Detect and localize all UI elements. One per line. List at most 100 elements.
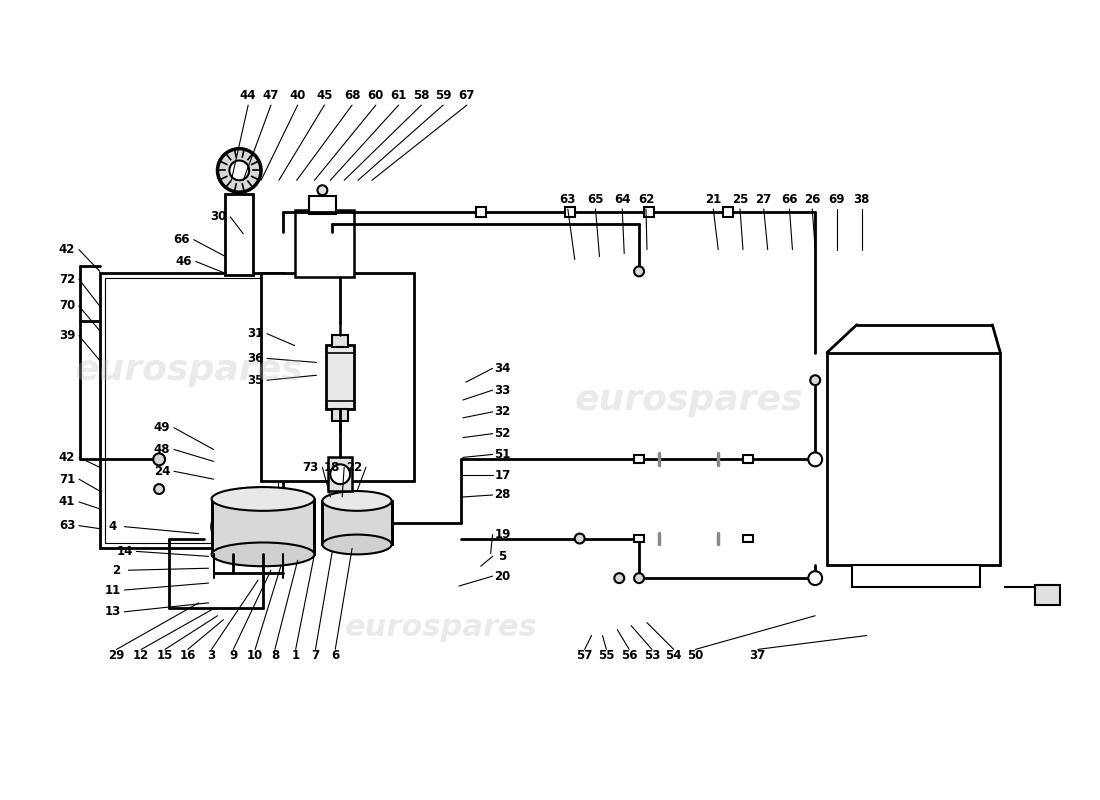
Bar — [723, 207, 733, 217]
Text: 32: 32 — [494, 406, 510, 418]
Text: 29: 29 — [109, 649, 124, 662]
Text: 15: 15 — [157, 649, 173, 662]
Text: 27: 27 — [756, 193, 772, 206]
Text: 34: 34 — [494, 362, 510, 375]
Text: 42: 42 — [59, 451, 75, 464]
Text: 7: 7 — [311, 649, 319, 662]
Text: 57: 57 — [576, 649, 593, 662]
Text: 47: 47 — [263, 89, 279, 102]
Circle shape — [230, 161, 250, 180]
Bar — [332, 409, 348, 421]
Text: 13: 13 — [104, 606, 121, 618]
Text: 42: 42 — [59, 243, 75, 256]
Text: 2: 2 — [112, 564, 121, 577]
Text: 41: 41 — [59, 495, 75, 509]
Text: 52: 52 — [494, 427, 510, 440]
Text: 56: 56 — [620, 649, 637, 662]
Circle shape — [614, 573, 624, 583]
Text: 33: 33 — [494, 384, 510, 397]
Text: 5: 5 — [498, 550, 507, 563]
Text: 3: 3 — [208, 649, 216, 662]
Bar — [742, 455, 752, 463]
Text: 63: 63 — [560, 193, 576, 206]
Bar — [226, 194, 253, 275]
Circle shape — [154, 484, 164, 494]
Bar — [104, 278, 278, 543]
Bar — [295, 210, 354, 278]
Bar — [100, 274, 283, 549]
Text: 38: 38 — [854, 193, 870, 206]
Text: 22: 22 — [345, 461, 362, 474]
Text: eurospares: eurospares — [344, 613, 538, 642]
Ellipse shape — [322, 491, 392, 511]
Circle shape — [330, 464, 350, 484]
Text: 55: 55 — [598, 649, 615, 662]
Text: 40: 40 — [289, 89, 306, 102]
Text: 18: 18 — [324, 461, 341, 474]
Text: 64: 64 — [614, 193, 630, 206]
Text: 50: 50 — [688, 649, 704, 662]
Text: 1: 1 — [292, 649, 299, 662]
Text: 70: 70 — [59, 299, 75, 313]
Ellipse shape — [322, 534, 392, 554]
Bar — [634, 534, 643, 542]
Ellipse shape — [211, 499, 315, 554]
Text: 53: 53 — [644, 649, 660, 662]
Text: 20: 20 — [494, 570, 510, 582]
Text: 10: 10 — [248, 649, 263, 662]
Text: eurospares: eurospares — [574, 383, 803, 417]
Text: 68: 68 — [344, 89, 361, 102]
Bar — [328, 458, 352, 491]
Text: 59: 59 — [434, 89, 451, 102]
Ellipse shape — [211, 542, 315, 566]
Text: 21: 21 — [705, 193, 722, 206]
Circle shape — [808, 571, 822, 585]
Text: 8: 8 — [271, 649, 279, 662]
Bar — [327, 345, 354, 409]
Bar — [332, 334, 348, 346]
Text: 25: 25 — [732, 193, 748, 206]
Text: 44: 44 — [240, 89, 256, 102]
Bar — [308, 196, 337, 214]
Text: 11: 11 — [104, 583, 121, 597]
Text: 37: 37 — [750, 649, 766, 662]
Text: 58: 58 — [414, 89, 430, 102]
Text: 4: 4 — [109, 520, 117, 533]
Text: 31: 31 — [248, 327, 263, 340]
Text: 14: 14 — [117, 545, 133, 558]
Text: 28: 28 — [494, 489, 510, 502]
Bar — [851, 566, 980, 587]
Bar — [564, 207, 574, 217]
Bar — [634, 455, 643, 463]
Text: 39: 39 — [59, 329, 75, 342]
Text: 26: 26 — [804, 193, 821, 206]
Text: 66: 66 — [781, 193, 798, 206]
Text: 24: 24 — [154, 465, 170, 478]
Text: 54: 54 — [666, 649, 682, 662]
Text: 73: 73 — [302, 461, 319, 474]
Bar — [322, 501, 392, 545]
Text: 48: 48 — [154, 443, 170, 456]
Text: 63: 63 — [59, 519, 75, 532]
Ellipse shape — [322, 501, 392, 545]
Bar — [261, 274, 415, 481]
Text: 36: 36 — [246, 352, 263, 365]
Circle shape — [218, 149, 261, 192]
Bar — [827, 353, 1000, 566]
Text: 61: 61 — [390, 89, 407, 102]
Bar — [1035, 585, 1059, 605]
Text: 6: 6 — [331, 649, 340, 662]
Text: 19: 19 — [494, 528, 510, 541]
Text: 67: 67 — [459, 89, 475, 102]
Text: 65: 65 — [587, 193, 604, 206]
Text: 16: 16 — [179, 649, 196, 662]
Text: 72: 72 — [59, 273, 75, 286]
Circle shape — [634, 266, 643, 276]
Ellipse shape — [211, 487, 315, 511]
Circle shape — [574, 534, 584, 543]
Circle shape — [811, 375, 821, 385]
Text: 51: 51 — [494, 448, 510, 461]
Text: 66: 66 — [174, 233, 190, 246]
Bar — [476, 207, 486, 217]
Text: 12: 12 — [133, 649, 150, 662]
